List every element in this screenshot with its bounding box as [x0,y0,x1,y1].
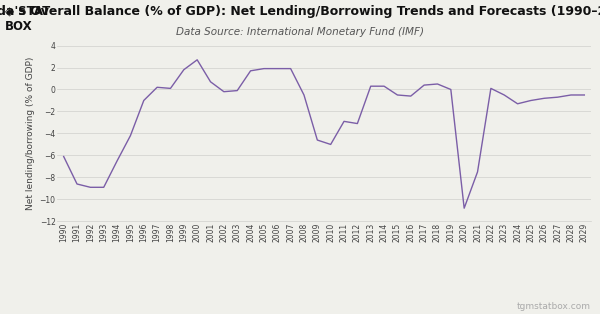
Text: Data Source: International Monetary Fund (IMF): Data Source: International Monetary Fund… [176,27,424,37]
Y-axis label: Net lending/borrowing (% of GDP): Net lending/borrowing (% of GDP) [26,57,35,210]
Text: ◈ STAT: ◈ STAT [5,5,50,18]
Text: tgmstatbox.com: tgmstatbox.com [517,302,591,311]
Text: BOX: BOX [5,20,32,33]
Text: Canada's Overall Balance (% of GDP): Net Lending/Borrowing Trends and Forecasts : Canada's Overall Balance (% of GDP): Net… [0,5,600,18]
